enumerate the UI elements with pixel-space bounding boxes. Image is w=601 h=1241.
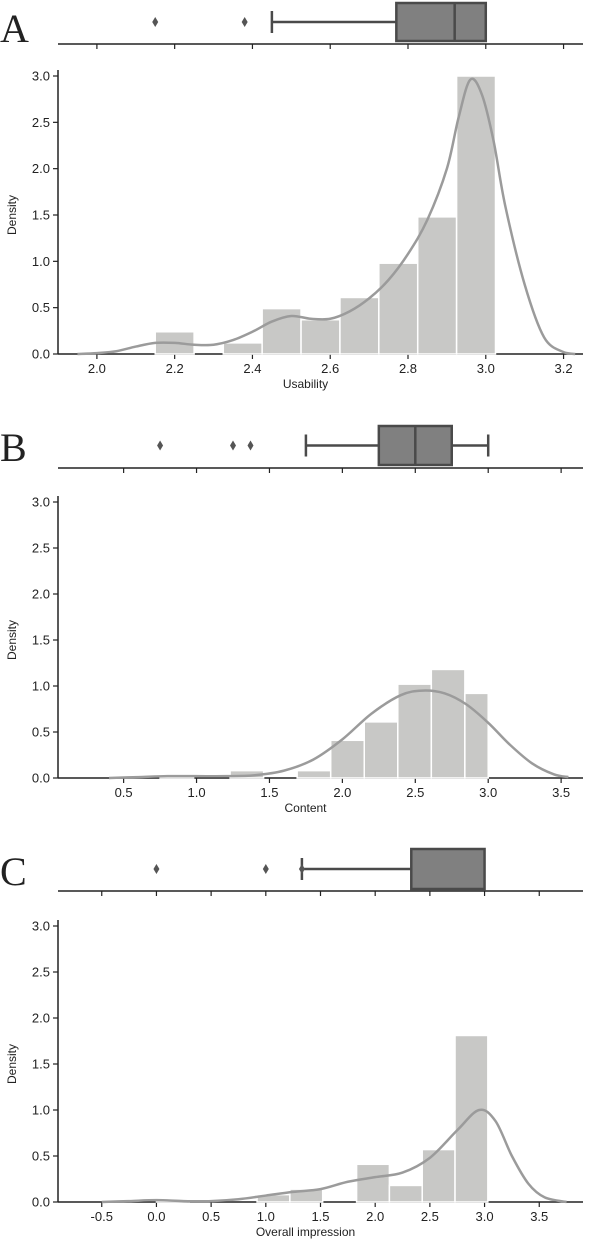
histogram-bar	[454, 1034, 489, 1203]
histogram-bar	[430, 668, 466, 779]
histogram-bar	[416, 216, 458, 355]
x-tick-label: 3.5	[530, 1209, 548, 1224]
x-tick-label: 0.5	[202, 1209, 220, 1224]
kde-curve	[77, 77, 576, 356]
histogram-bar	[222, 342, 263, 355]
x-tick-label: 2.5	[406, 785, 424, 800]
x-tick-label: 0.0	[147, 1209, 165, 1224]
x-tick-label: 2.6	[321, 361, 339, 376]
y-tick-label: 1.5	[32, 633, 50, 648]
y-tick-label: 2.0	[32, 161, 50, 176]
x-tick-label: 3.0	[477, 361, 495, 376]
boxplot-box	[410, 847, 486, 891]
x-tick-label: 3.2	[555, 361, 573, 376]
boxplot-outlier	[157, 440, 164, 451]
x-axis-label: Usability	[283, 377, 328, 391]
x-tick-label: 0.5	[115, 785, 133, 800]
y-tick-label: 2.5	[32, 115, 50, 130]
y-tick-label: 0.0	[32, 1195, 50, 1210]
histogram-bar	[363, 721, 399, 779]
y-tick-label: 2.5	[32, 965, 50, 980]
x-tick-label: 2.0	[366, 1209, 384, 1224]
x-tick-label: 2.5	[421, 1209, 439, 1224]
boxplot-outlier	[262, 864, 269, 874]
y-axis-label: Density	[5, 1044, 19, 1084]
y-tick-label: 3.0	[32, 919, 50, 934]
x-tick-label: 1.0	[188, 785, 206, 800]
boxplot-outlier	[241, 17, 248, 27]
chart-panel-a: A 0.0 0.5 1.0 1.5 2.0 2.5 3.0 2.0 2.2 2.4 2.6 2.8 3.0…	[0, 1, 583, 391]
y-tick-label: 1.5	[32, 208, 50, 223]
y-tick-label: 0.0	[32, 771, 50, 786]
chart-panel-c: C 0.0 0.5 1.0 1.5 2.0 2.5 3.0 -0.5 0.0 0.5 1.0 1.5 2.…	[0, 847, 583, 1239]
boxplot-outlier	[298, 864, 305, 874]
x-tick-label: 1.5	[311, 1209, 329, 1224]
y-tick-label: 2.0	[32, 1011, 50, 1026]
y-tick-label: 0.0	[32, 347, 50, 362]
histogram-bar	[388, 1184, 423, 1203]
histogram-bar	[296, 769, 332, 779]
panel-letter: C	[0, 849, 27, 894]
x-tick-label: 1.5	[260, 785, 278, 800]
histogram-bar	[464, 692, 489, 779]
x-tick-label: 2.8	[399, 361, 417, 376]
y-tick-label: 1.0	[32, 679, 50, 694]
histogram-bar	[378, 262, 419, 355]
y-tick-label: 3.0	[32, 495, 50, 510]
y-axis-label: Density	[5, 195, 19, 235]
y-tick-label: 1.0	[32, 1103, 50, 1118]
y-axis-label: Density	[5, 620, 19, 660]
x-tick-label: 2.0	[333, 785, 351, 800]
x-tick-label: 3.0	[476, 1209, 494, 1224]
boxplot-outlier	[230, 440, 236, 451]
y-tick-label: 0.5	[32, 725, 50, 740]
kde-curve	[109, 689, 569, 780]
x-tick-label: 3.5	[552, 785, 570, 800]
histogram-bar	[397, 683, 433, 779]
histogram-bar	[421, 1148, 456, 1203]
panel-letter: B	[0, 425, 27, 470]
y-tick-label: 2.5	[32, 541, 50, 556]
y-tick-label: 2.0	[32, 587, 50, 602]
boxplot-outlier	[247, 440, 254, 451]
y-tick-label: 1.0	[32, 254, 50, 269]
boxplot-outlier	[153, 864, 160, 874]
chart-panel-b: B 0.0 0.5 1.0 1.5 2.0 2.5 3.0 0.5 1.0 1.5 2.0 2.5 3.0…	[0, 424, 583, 815]
y-tick-label: 0.5	[32, 1149, 50, 1164]
x-tick-label: 2.4	[243, 361, 261, 376]
histogram-bar	[329, 739, 366, 779]
y-tick-label: 0.5	[32, 300, 50, 315]
panel-letter: A	[0, 6, 29, 51]
y-tick-label: 1.5	[32, 1057, 50, 1072]
boxplot-outlier	[152, 17, 159, 27]
kde-curve	[101, 1108, 567, 1204]
x-tick-label: 2.2	[166, 361, 184, 376]
x-tick-label: 2.0	[88, 361, 106, 376]
x-axis-label: Overall impression	[256, 1225, 355, 1239]
histogram-bar	[355, 1163, 391, 1203]
x-tick-label: 3.0	[479, 785, 497, 800]
y-tick-label: 3.0	[32, 69, 50, 84]
x-axis-label: Content	[284, 801, 327, 815]
boxplot-box	[395, 1, 488, 43]
x-tick-label: -0.5	[91, 1209, 113, 1224]
histogram-bar	[300, 318, 341, 355]
x-tick-label: 1.0	[257, 1209, 275, 1224]
